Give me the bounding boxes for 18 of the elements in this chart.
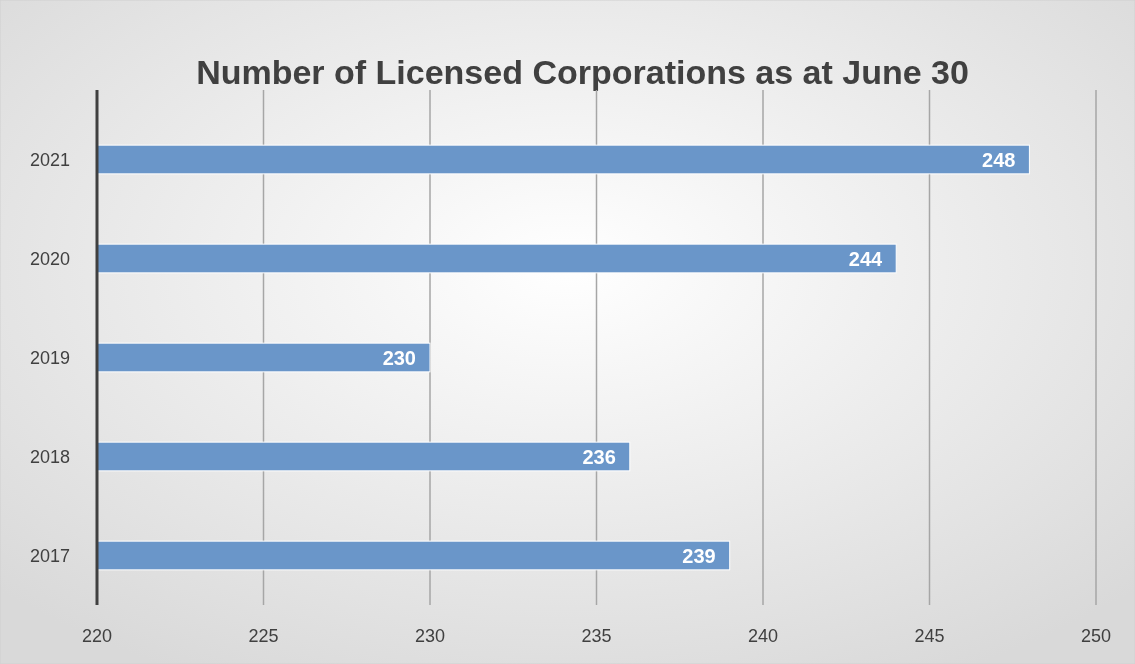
data-label: 230 (382, 346, 416, 369)
chart-title: Number of Licensed Corporations as at June 30 (196, 53, 969, 91)
x-tick-label: 235 (581, 626, 612, 646)
x-tick-label: 220 (81, 626, 113, 646)
y-tick-label: 2020 (29, 248, 71, 269)
data-label: 236 (582, 445, 616, 468)
data-label: 248 (982, 148, 1016, 171)
y-tick-label: 2018 (29, 446, 71, 467)
y-tick-label: 2021 (29, 149, 71, 170)
x-tick-label: 240 (747, 626, 779, 646)
x-tick-label: 225 (248, 626, 279, 646)
x-tick-label: 250 (1080, 626, 1112, 646)
y-tick-label: 2019 (29, 347, 71, 368)
y-tick-label: 2017 (29, 545, 71, 566)
x-tick-label: 230 (414, 626, 446, 646)
x-tick-label: 245 (914, 626, 945, 646)
data-label: 244 (848, 247, 884, 270)
data-label: 239 (682, 544, 716, 567)
